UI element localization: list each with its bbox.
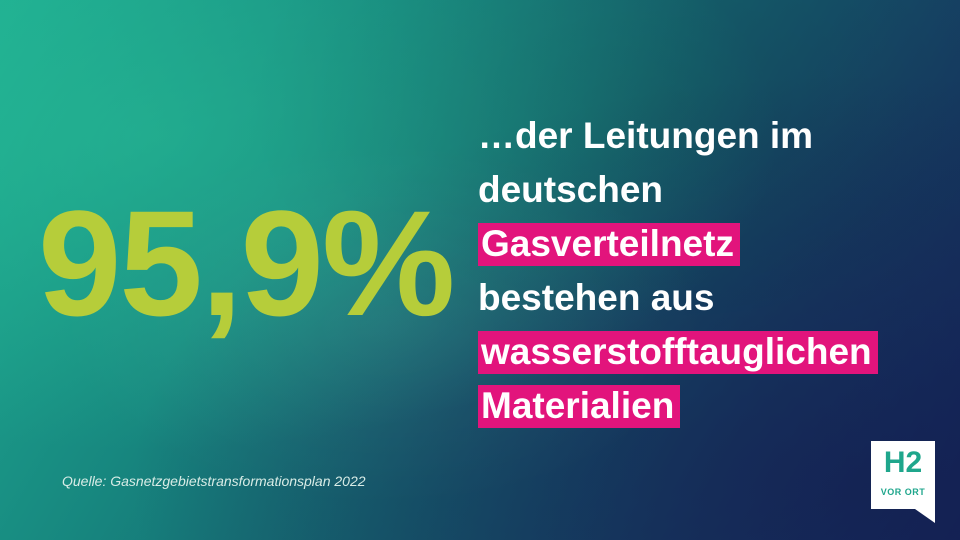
h2-vor-ort-logo: H2 VOR ORT [871,441,935,523]
logo-sub-text: VOR ORT [880,487,926,497]
statement-line-2: deutschen [478,169,664,210]
statement-line: wasserstofftauglichen [478,326,938,380]
statement-line: bestehen aus [478,272,938,326]
highlight-wasserstofftauglichen: wasserstofftauglichen [478,331,878,374]
statement-line-4: bestehen aus [478,277,715,318]
logo-speech-tail [915,509,935,523]
statement-line: Gasverteilnetz [478,218,938,272]
source-citation: Quelle: Gasnetzgebietstransformationspla… [62,473,366,489]
headline-percentage: 95,9% [38,179,455,347]
logo-main-text: H2 [883,446,923,479]
statement-line-1: …der Leitungen im [478,115,814,156]
statement-line: …der Leitungen im [478,110,938,164]
highlight-gasverteilnetz: Gasverteilnetz [478,223,740,266]
statement-line: Materialien [478,380,938,434]
statement-line: deutschen [478,164,938,218]
logo-box [871,441,935,509]
statement-text: …der Leitungen im deutschen Gasverteilne… [478,110,938,434]
highlight-materialien: Materialien [478,385,681,428]
